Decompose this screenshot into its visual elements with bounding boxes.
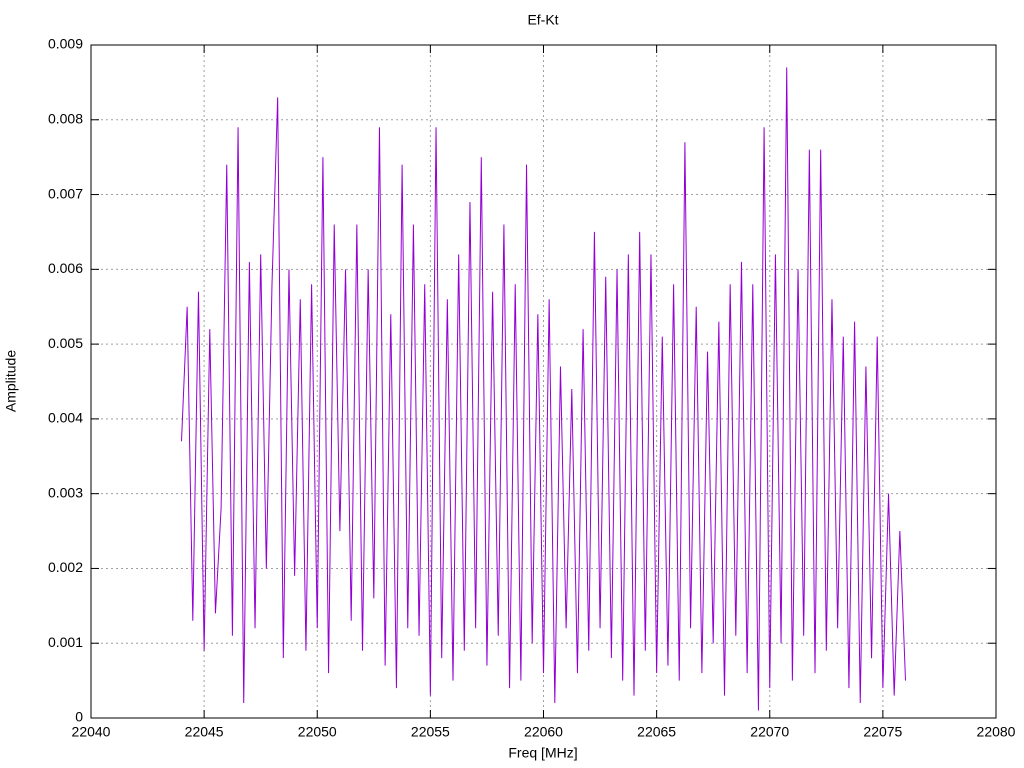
y-axis-label: Amplitude <box>3 350 19 412</box>
x-tick-label: 22070 <box>750 724 789 740</box>
y-tick-label: 0.008 <box>48 110 83 126</box>
x-tick-label: 22080 <box>977 724 1016 740</box>
x-tick-label: 22065 <box>637 724 676 740</box>
x-axis-label: Freq [MHz] <box>508 745 577 761</box>
y-tick-label: 0.003 <box>48 484 83 500</box>
y-tick-label: 0.006 <box>48 260 83 276</box>
y-tick-label: 0.007 <box>48 185 83 201</box>
x-tick-label: 22060 <box>524 724 563 740</box>
y-tick-label: 0.002 <box>48 559 83 575</box>
y-tick-label: 0.001 <box>48 634 83 650</box>
x-tick-label: 22055 <box>411 724 450 740</box>
x-tick-label: 22040 <box>72 724 111 740</box>
y-tick-label: 0.004 <box>48 410 83 426</box>
x-tick-label: 22050 <box>298 724 337 740</box>
plot-frame <box>90 44 997 719</box>
data-line <box>181 67 906 711</box>
y-tick-label: 0.009 <box>48 36 83 52</box>
y-tick-label: 0.005 <box>48 335 83 351</box>
x-tick-label: 22045 <box>185 724 224 740</box>
chart-title: Ef-Kt <box>527 12 558 28</box>
y-tick-label: 0 <box>75 709 83 725</box>
x-tick-label: 22075 <box>863 724 902 740</box>
